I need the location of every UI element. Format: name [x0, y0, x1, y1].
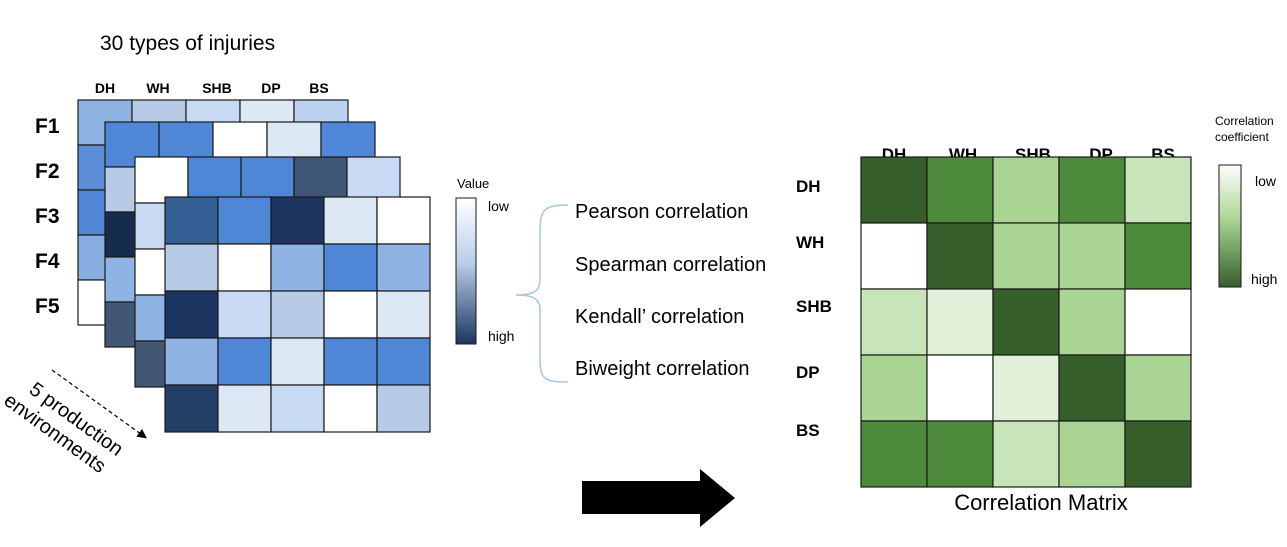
- result-row-dh: DH: [796, 177, 821, 196]
- corr-legend-bar: [1218, 164, 1242, 288]
- correlation-cell: [860, 420, 928, 488]
- heatmap-cell: [217, 337, 272, 386]
- correlation-cell: [860, 288, 928, 356]
- heatmap-cell: [187, 156, 242, 204]
- heatmap-cell: [240, 156, 295, 204]
- heatmap-cell: [376, 196, 431, 245]
- methods-brace: [515, 204, 569, 383]
- result-row-shb: SHB: [796, 297, 832, 316]
- row-label-f4: F4: [35, 250, 60, 273]
- correlation-cell: [1124, 222, 1192, 290]
- heatmap-cell: [323, 337, 378, 386]
- heatmap-cell: [376, 290, 431, 339]
- heatmap-cell: [217, 243, 272, 292]
- heatmap-cell: [323, 384, 378, 433]
- correlation-cell: [992, 156, 1060, 224]
- heatmap-cell: [217, 196, 272, 245]
- correlation-cell: [1058, 156, 1126, 224]
- correlation-cell: [1058, 354, 1126, 422]
- heatmap-cell: [270, 384, 325, 433]
- value-legend-low: low: [488, 198, 510, 214]
- correlation-cell: [992, 354, 1060, 422]
- stack-label: 5 production environments: [0, 378, 127, 478]
- heatmap-cell: [346, 156, 401, 204]
- column-labels: DH WH SHB DP BS: [95, 80, 329, 96]
- heatmap-cell: [293, 156, 348, 204]
- value-legend-high: high: [488, 328, 514, 344]
- heatmap-stack: [77, 99, 431, 433]
- correlation-cell: [860, 222, 928, 290]
- correlation-matrix-caption: Correlation Matrix: [954, 490, 1128, 515]
- correlation-cell: [1124, 420, 1192, 488]
- heatmap-cell: [270, 196, 325, 245]
- value-legend-bar: [455, 197, 477, 345]
- heatmap-cell: [217, 290, 272, 339]
- heatmap-layer-4: [164, 196, 431, 433]
- row-label-f5: F5: [35, 295, 60, 318]
- stack-direction-arrow: [51, 369, 147, 439]
- correlation-cell: [926, 156, 994, 224]
- heatmap-cell: [376, 243, 431, 292]
- correlation-cell: [860, 354, 928, 422]
- big-arrow-icon: [582, 469, 735, 527]
- heatmap-cell: [164, 290, 219, 339]
- column-label-dp: DP: [261, 80, 280, 96]
- correlation-cell: [992, 222, 1060, 290]
- column-label-dh: DH: [95, 80, 115, 96]
- corr-legend-high: high: [1251, 271, 1277, 287]
- heatmap-cell: [134, 156, 189, 204]
- row-labels: F1 F2 F3 F4 F5: [35, 115, 60, 318]
- column-label-bs: BS: [309, 80, 328, 96]
- heatmap-cell: [323, 196, 378, 245]
- method-pearson: Pearson correlation: [575, 201, 748, 223]
- correlation-cell: [926, 222, 994, 290]
- correlation-matrix: [860, 156, 1192, 488]
- correlation-cell: [992, 288, 1060, 356]
- heatmap-cell: [376, 384, 431, 433]
- result-row-wh: WH: [796, 233, 824, 252]
- heatmap-cell: [323, 243, 378, 292]
- correlation-cell: [1058, 420, 1126, 488]
- correlation-cell: [1058, 288, 1126, 356]
- correlation-cell: [926, 288, 994, 356]
- correlation-cell: [926, 420, 994, 488]
- heatmap-cell: [270, 243, 325, 292]
- correlation-cell: [1124, 354, 1192, 422]
- correlation-cell: [926, 354, 994, 422]
- corr-legend-title-line2: coefficient: [1215, 130, 1269, 144]
- heatmap-cell: [164, 337, 219, 386]
- result-row-dp: DP: [796, 363, 820, 382]
- correlation-cell: [1058, 222, 1126, 290]
- heatmap-cell: [270, 337, 325, 386]
- corr-legend-low: low: [1255, 173, 1277, 189]
- heatmap-cell: [164, 243, 219, 292]
- heatmap-cell: [270, 290, 325, 339]
- value-legend-title: Value: [457, 176, 489, 191]
- correlation-cell: [992, 420, 1060, 488]
- result-row-labels: DH WH SHB DP BS: [796, 177, 832, 440]
- corr-legend-title-line1: Correlation: [1215, 114, 1274, 128]
- correlation-cell: [1124, 156, 1192, 224]
- methods-list: Pearson correlation Spearman correlation…: [575, 201, 766, 380]
- method-biweight: Biweight correlation: [575, 358, 750, 380]
- heatmap-cell: [323, 290, 378, 339]
- column-label-wh: WH: [146, 80, 169, 96]
- heatmap-cell: [217, 384, 272, 433]
- row-label-f1: F1: [35, 115, 60, 138]
- correlation-cell: [860, 156, 928, 224]
- row-label-f3: F3: [35, 205, 60, 228]
- correlation-cell: [1124, 288, 1192, 356]
- heatmap-cell: [164, 196, 219, 245]
- column-label-shb: SHB: [202, 80, 232, 96]
- method-kendall: Kendall’ correlation: [575, 306, 744, 328]
- injuries-title: 30 types of injuries: [100, 32, 275, 55]
- method-spearman: Spearman correlation: [575, 254, 766, 276]
- heatmap-cell: [164, 384, 219, 433]
- result-row-bs: BS: [796, 421, 820, 440]
- heatmap-cell: [376, 337, 431, 386]
- row-label-f2: F2: [35, 160, 60, 183]
